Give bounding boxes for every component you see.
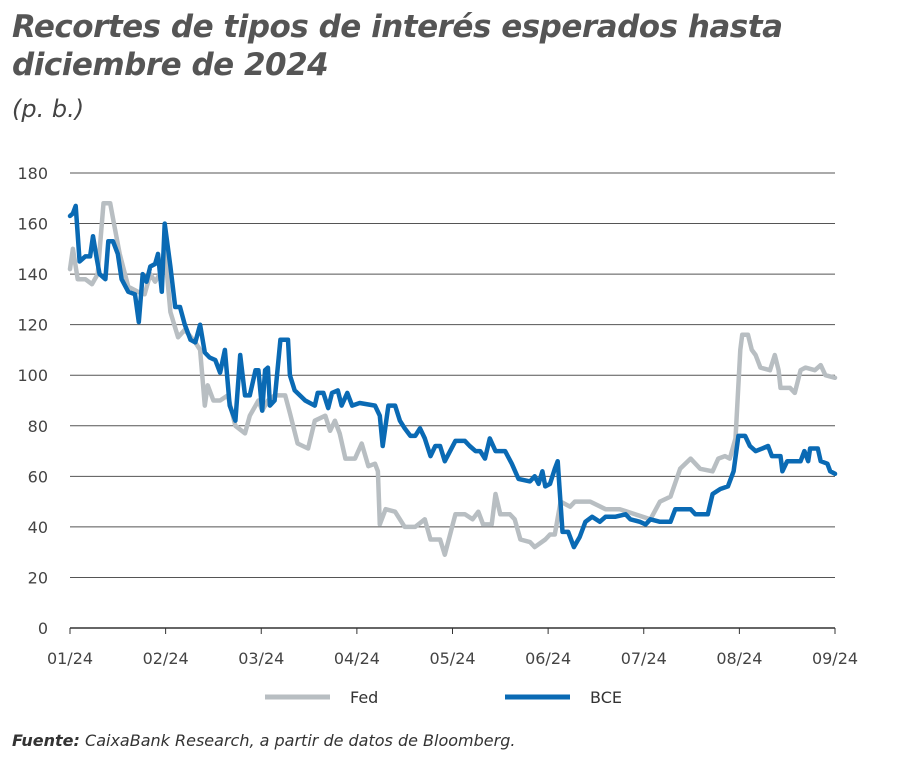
x-tick-label: 08/24 (716, 649, 762, 668)
legend: Fed BCE (265, 688, 622, 707)
y-tick-label: 140 (17, 265, 48, 284)
y-tick-label: 0 (38, 619, 48, 638)
series-lines (67, 201, 838, 557)
x-tick-label: 04/24 (334, 649, 380, 668)
x-tick-label: 09/24 (812, 649, 858, 668)
x-tick-label: 05/24 (429, 649, 475, 668)
x-tick-label: 01/24 (47, 649, 93, 668)
source-label: Fuente: (12, 731, 80, 750)
y-tick-label: 80 (28, 417, 48, 436)
y-tick-label: 20 (28, 568, 48, 587)
legend-label-bce: BCE (590, 688, 622, 707)
series-line-fed (67, 201, 838, 557)
x-axis: 01/24 02/24 03/24 04/24 05/24 06/24 07/24 08/24… (47, 628, 858, 668)
chart-title: Recortes de tipos de interés esperados h… (12, 9, 783, 83)
x-tick-label: 07/24 (621, 649, 667, 668)
y-axis-ticks: 0 20 40 60 80 100 120 140 160 180 (17, 164, 48, 638)
y-tick-label: 60 (28, 467, 48, 486)
source-text: CaixaBank Research, a partir de datos de… (79, 731, 516, 750)
x-tick-label: 06/24 (525, 649, 571, 668)
y-tick-label: 120 (17, 316, 48, 335)
legend-label-fed: Fed (350, 688, 378, 707)
x-tick-label: 02/24 (143, 649, 189, 668)
y-tick-label: 40 (28, 518, 48, 537)
series-line-bce (67, 203, 838, 550)
source-note: Fuente: CaixaBank Research, a partir de … (12, 731, 515, 750)
x-tick-label: 03/24 (238, 649, 284, 668)
y-tick-label: 100 (17, 366, 48, 385)
chart-unit: (p. b.) (12, 95, 85, 123)
gridlines (70, 172, 835, 629)
y-tick-label: 180 (17, 164, 48, 183)
y-tick-label: 160 (17, 215, 48, 234)
